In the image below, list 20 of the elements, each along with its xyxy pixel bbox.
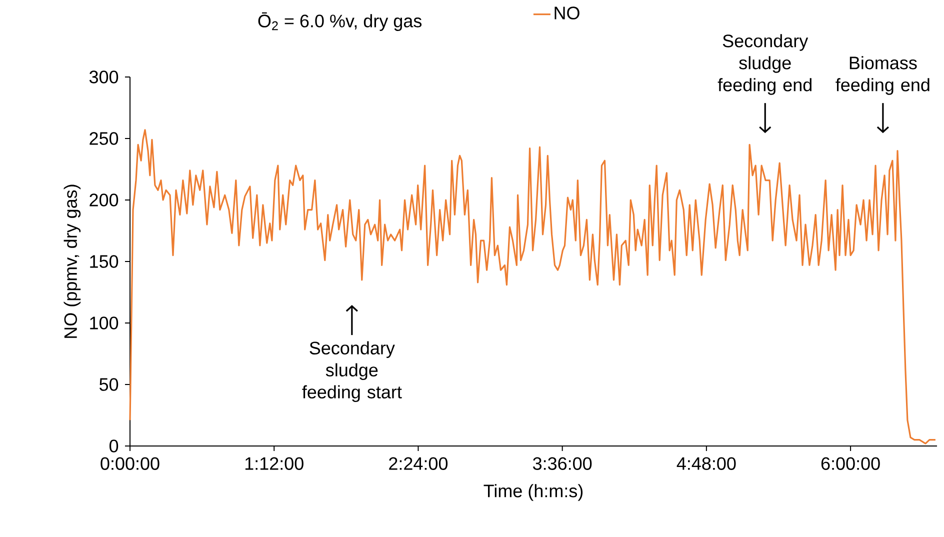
legend-label: NO — [554, 6, 580, 20]
y-axis-title: NO (ppmv, dry gas) — [64, 184, 81, 338]
x-axis-title: Time (h:m:s) — [484, 484, 583, 501]
y-tick-label: 50 — [99, 378, 118, 391]
annotation: Biomass feeding end — [836, 56, 930, 95]
y-tick-label: 200 — [90, 194, 118, 206]
y-tick-label: 250 — [90, 132, 118, 145]
y-tick-label: 0 — [109, 440, 118, 452]
x-tick-label: 4:48:00 — [676, 457, 736, 470]
y-tick-label: 100 — [90, 316, 118, 330]
y-tick-label: 150 — [90, 255, 118, 268]
x-tick-label: 6:00:00 — [821, 457, 880, 470]
y-tick-label: 300 — [89, 70, 118, 84]
x-tick-label: 3:36:00 — [532, 457, 592, 470]
x-tick-label: 1:12:00 — [245, 457, 304, 470]
annotation: Secondary sludge feeding end — [718, 34, 812, 95]
annotation: Secondary sludge feeding start — [302, 341, 402, 402]
x-tick-label: 2:24:00 — [389, 457, 448, 470]
text: Ō$_{2}$ = 6.0 %v, dry gas — [258, 12, 422, 31]
x-tick-label: 0:00:00 — [100, 457, 160, 470]
